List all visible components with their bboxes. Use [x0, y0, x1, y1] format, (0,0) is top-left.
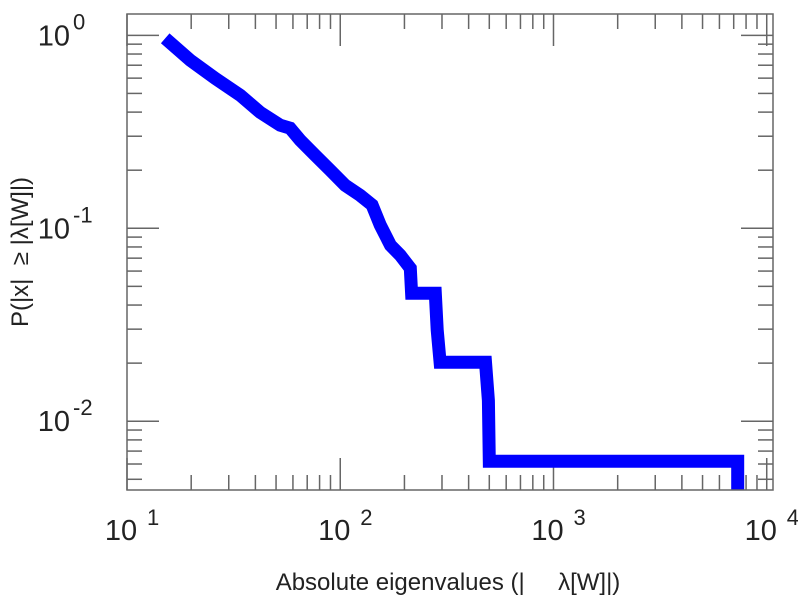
x-tick-label-base: 10: [318, 515, 350, 547]
y-axis-label: P(|x| ≥ |λ[W]|): [7, 177, 34, 327]
x-tick-label-exponent: 2: [360, 505, 372, 530]
y-tick-label-base: 10: [38, 213, 70, 245]
x-axis-label: Absolute eigenvalues (| λ[W]|): [276, 569, 621, 596]
y-tick-label-base: 10: [38, 20, 70, 52]
x-tick-labels: 10 1 10 2 10 3 10 4: [105, 505, 798, 547]
plot-frame: [126, 13, 774, 491]
y-tick-label-exponent: 0: [73, 9, 85, 34]
x-tick-label-exponent: 4: [787, 505, 798, 530]
y-tick-label-base: 10: [38, 406, 70, 438]
y-tick-label-exponent: -1: [73, 202, 93, 227]
axis-ticks: [126, 14, 773, 490]
x-tick-label-exponent: 1: [147, 505, 159, 530]
ccdf-series-line: [160, 33, 745, 490]
x-tick-label-base: 10: [745, 515, 777, 547]
x-tick-label-base: 10: [105, 515, 137, 547]
x-tick-label-exponent: 3: [573, 505, 585, 530]
y-tick-label-exponent: -2: [73, 395, 93, 420]
x-tick-label-base: 10: [531, 515, 563, 547]
